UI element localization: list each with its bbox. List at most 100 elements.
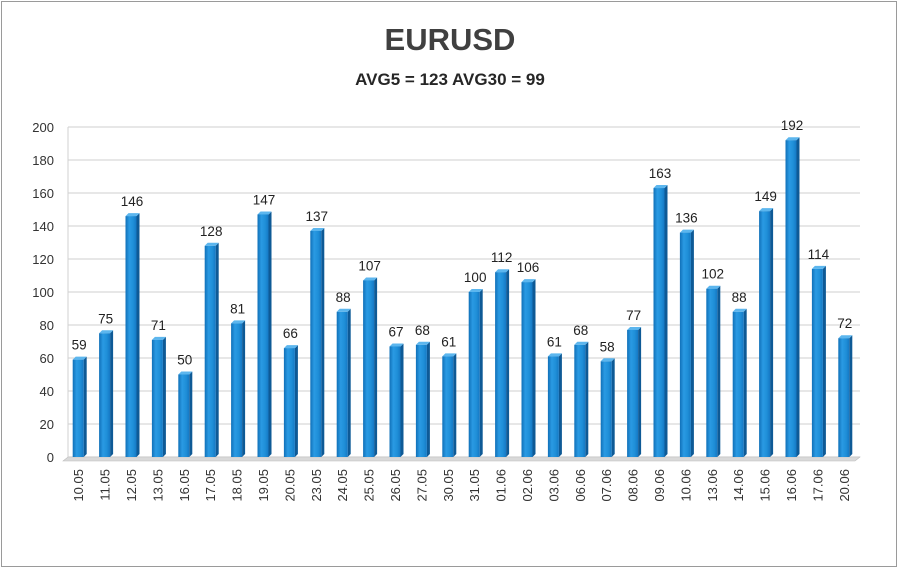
data-label: 50	[177, 353, 192, 368]
bar	[811, 268, 823, 457]
data-label: 67	[388, 324, 403, 339]
x-tick-label: 24.05	[335, 469, 350, 502]
x-tick-label: 03.06	[546, 469, 561, 502]
x-tick-label: 16.05	[177, 469, 192, 502]
x-tick-label: 16.06	[784, 469, 799, 502]
bar-top	[310, 227, 325, 231]
y-tick-label: 80	[40, 318, 54, 333]
bar-side	[717, 285, 721, 457]
data-label: 72	[837, 316, 852, 331]
bar-side	[849, 335, 853, 457]
bar-side	[294, 345, 298, 457]
bar	[389, 346, 401, 457]
x-tick-label: 17.05	[203, 469, 218, 502]
y-tick-label: 100	[32, 285, 54, 300]
bar	[363, 280, 375, 457]
y-tick-label: 40	[40, 384, 54, 399]
x-tick-label: 18.05	[230, 469, 245, 502]
bar-side	[426, 341, 430, 457]
bar-side	[321, 227, 325, 457]
bar	[415, 344, 427, 457]
bar-top	[99, 330, 114, 334]
bar	[231, 323, 243, 457]
bar-top	[679, 229, 694, 233]
x-tick-label: 09.06	[652, 469, 667, 502]
x-tick-label: 25.05	[362, 469, 377, 502]
chart-subtitle: AVG5 = 123 AVG30 = 99	[355, 70, 545, 89]
x-tick-label: 31.05	[467, 469, 482, 502]
data-label: 128	[200, 224, 223, 239]
bar-top	[521, 279, 536, 283]
y-tick-label: 160	[32, 186, 54, 201]
bar	[732, 311, 744, 457]
bar	[178, 374, 190, 457]
bar-top	[785, 137, 800, 141]
x-tick-label: 01.06	[494, 469, 509, 502]
bar-top	[442, 353, 457, 357]
x-tick-label: 11.05	[98, 469, 113, 501]
x-tick-label: 13.05	[150, 469, 165, 502]
y-tick-label: 180	[32, 153, 54, 168]
bar-side	[585, 341, 589, 457]
data-label: 163	[649, 166, 672, 181]
bar-side	[664, 185, 668, 458]
bar-side	[136, 213, 140, 457]
bar-side	[347, 308, 351, 457]
y-tick-label: 0	[47, 450, 54, 465]
bar-side	[189, 371, 193, 457]
data-label: 66	[283, 326, 298, 341]
bar-top	[547, 353, 562, 357]
x-tick-label: 10.06	[678, 469, 693, 502]
bar	[72, 359, 84, 457]
data-label: 61	[441, 334, 456, 349]
bar-top	[178, 371, 193, 375]
bar-top	[125, 213, 140, 217]
data-label: 68	[573, 323, 588, 338]
x-tick-label: 10.05	[71, 469, 86, 502]
bar-top	[627, 326, 642, 330]
bar	[99, 333, 111, 457]
bar	[574, 344, 586, 457]
bar	[785, 140, 797, 457]
bar-top	[468, 289, 483, 292]
bar-top	[759, 208, 774, 212]
bar-side	[532, 279, 536, 457]
data-label: 192	[781, 118, 804, 133]
bar-top	[363, 277, 378, 281]
bar-side	[215, 242, 219, 457]
bar-top	[151, 336, 166, 340]
bar-side	[162, 336, 166, 457]
bar-top	[283, 345, 298, 349]
y-tick-label: 120	[32, 252, 54, 267]
bar	[838, 338, 850, 457]
data-label: 112	[491, 250, 513, 265]
bar-side	[743, 308, 747, 457]
x-tick-label: 17.06	[810, 469, 825, 502]
data-label: 136	[675, 211, 698, 226]
chart-floor	[62, 456, 861, 462]
y-axis: 0 20 40 60 80 100 120 140 160 180 200	[32, 120, 54, 465]
bar-top	[495, 269, 510, 273]
x-tick-label: 23.05	[309, 469, 324, 502]
bar-side	[400, 343, 404, 457]
x-tick-label: 13.06	[705, 469, 720, 502]
x-tick-label: 14.06	[731, 469, 746, 502]
bar	[204, 245, 216, 457]
x-tick-label: 20.05	[282, 469, 297, 502]
y-tick-label: 60	[40, 351, 54, 366]
bar-top	[257, 211, 272, 215]
bar-side	[638, 326, 642, 457]
bar-top	[653, 185, 668, 189]
bar-side	[110, 330, 114, 457]
data-label: 77	[626, 308, 641, 323]
bar-top	[600, 358, 615, 362]
bar-top	[231, 320, 246, 324]
x-axis: 10.05 11.05 12.05 13.05 16.05 17.05 18.05 19.05…	[71, 469, 852, 502]
data-label: 61	[547, 334, 562, 349]
data-label: 68	[415, 323, 430, 338]
data-label: 81	[230, 301, 245, 316]
bar-top	[574, 341, 589, 345]
bar	[125, 216, 137, 457]
bar	[495, 272, 507, 457]
